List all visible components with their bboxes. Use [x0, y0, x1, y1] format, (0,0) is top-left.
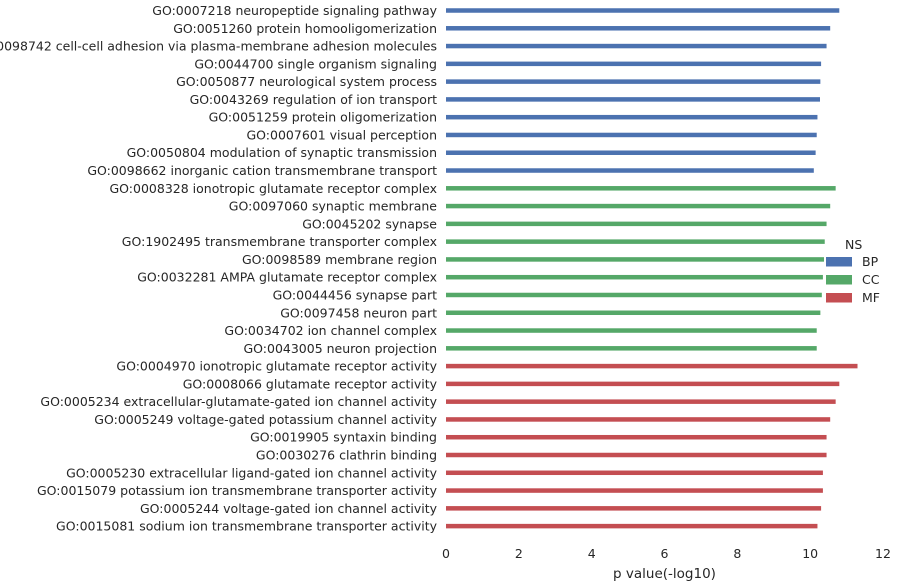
bar-bp [446, 79, 821, 84]
category-label: GO:0015079 potassium ion transmembrane t… [37, 483, 438, 498]
bar-mf [446, 434, 827, 440]
category-label: GO:0043269 regulation of ion transport [190, 92, 438, 107]
bar-cc [446, 346, 817, 351]
x-tick-label: 10 [802, 546, 818, 561]
category-label: GO:0098662 inorganic cation transmembran… [87, 163, 437, 178]
category-label: GO:1902495 transmembrane transporter com… [122, 234, 437, 249]
bar-cc [446, 328, 817, 333]
bar-bp [446, 114, 818, 120]
category-label: GO:0008328 ionotropic glutamate receptor… [110, 181, 438, 196]
bars-layer [446, 8, 858, 529]
bar-bp [446, 168, 814, 173]
bar-bp [446, 132, 817, 138]
bar-cc [446, 257, 825, 262]
bar-cc [446, 274, 823, 280]
bar-cc [446, 186, 836, 191]
category-label: GO:0044456 synapse part [273, 287, 437, 302]
legend-label-mf: MF [862, 290, 880, 305]
bar-mf [446, 417, 831, 422]
category-label: GO:0043005 neuron projection [243, 341, 437, 356]
legend-label-bp: BP [862, 254, 879, 269]
category-label: GO:0019905 syntaxin binding [250, 430, 437, 445]
bar-mf [446, 381, 840, 387]
x-tick-label: 0 [442, 546, 450, 561]
x-tick-label: 4 [588, 546, 596, 561]
bar-bp [446, 97, 820, 102]
category-label: GO:0034702 ion channel complex [224, 323, 437, 338]
bar-mf [446, 399, 836, 404]
x-tick-label: 12 [875, 546, 891, 561]
category-label: GO:0030276 clathrin binding [256, 448, 437, 463]
bar-mf [446, 452, 827, 458]
category-label: GO:0044700 single organism signaling [194, 56, 437, 71]
category-label: GO:0005244 voltage-gated ion channel act… [140, 501, 438, 516]
category-label: GO:0051260 protein homooligomerization [173, 21, 437, 36]
category-label: GO:0098589 membrane region [242, 252, 437, 267]
legend-swatch-mf [826, 293, 852, 303]
legend-entries: BP CC MF [826, 254, 880, 305]
bar-cc [446, 239, 825, 244]
x-tick-label: 8 [733, 546, 741, 561]
legend-title: NS [845, 237, 862, 252]
category-label: GO:0050877 neurological system process [176, 74, 437, 89]
legend: NS BP CC MF [826, 237, 880, 305]
category-label: GO:0007218 neuropeptide signaling pathwa… [152, 3, 437, 18]
bar-bp [446, 43, 827, 49]
bar-mf [446, 488, 823, 493]
bar-mf [446, 506, 822, 511]
category-label: GO:0007601 visual perception [246, 127, 437, 142]
category-label: GO:0005234 extracellular-glutamate-gated… [40, 394, 437, 409]
x-tick-label: 6 [661, 546, 669, 561]
category-label: GO:0032281 AMPA glutamate receptor compl… [137, 270, 437, 285]
category-label: GO:0097458 neuron part [280, 305, 437, 320]
legend-swatch-bp [826, 257, 852, 267]
category-label: GO:0045202 synapse [302, 216, 437, 231]
bar-bp [446, 61, 822, 67]
category-label: GO:0005249 voltage-gated potassium chann… [94, 412, 437, 427]
bar-bp [446, 150, 816, 155]
category-label: GO:0004970 ionotropic glutamate receptor… [116, 359, 437, 374]
category-label: GO:0097060 synaptic membrane [229, 199, 438, 214]
bar-mf [446, 470, 823, 476]
category-label: GO:0005230 extracellular ligand-gated io… [66, 465, 438, 480]
bar-bp [446, 8, 840, 13]
category-label: GO:0098742 cell-cell adhesion via plasma… [0, 39, 437, 54]
bar-bp [446, 26, 831, 31]
category-label: GO:0015081 sodium ion transmembrane tran… [56, 519, 438, 534]
legend-label-cc: CC [862, 272, 880, 287]
x-axis-ticks: 0 2 4 6 8 10 12 [442, 546, 891, 561]
bar-cc [446, 292, 822, 298]
category-labels: GO:0007218 neuropeptide signaling pathwa… [0, 3, 438, 534]
bar-cc [446, 310, 821, 316]
bar-cc [446, 203, 831, 209]
x-axis-label: p value(-log10) [613, 566, 716, 582]
bar-cc [446, 221, 827, 227]
category-label: GO:0051259 protein oligomerization [209, 110, 437, 125]
bar-mf [446, 363, 858, 369]
bar-mf [446, 523, 818, 529]
category-label: GO:0008066 glutamate receptor activity [183, 376, 438, 391]
legend-swatch-cc [826, 275, 852, 285]
category-label: GO:0050804 modulation of synaptic transm… [127, 145, 437, 160]
x-tick-label: 2 [515, 546, 523, 561]
